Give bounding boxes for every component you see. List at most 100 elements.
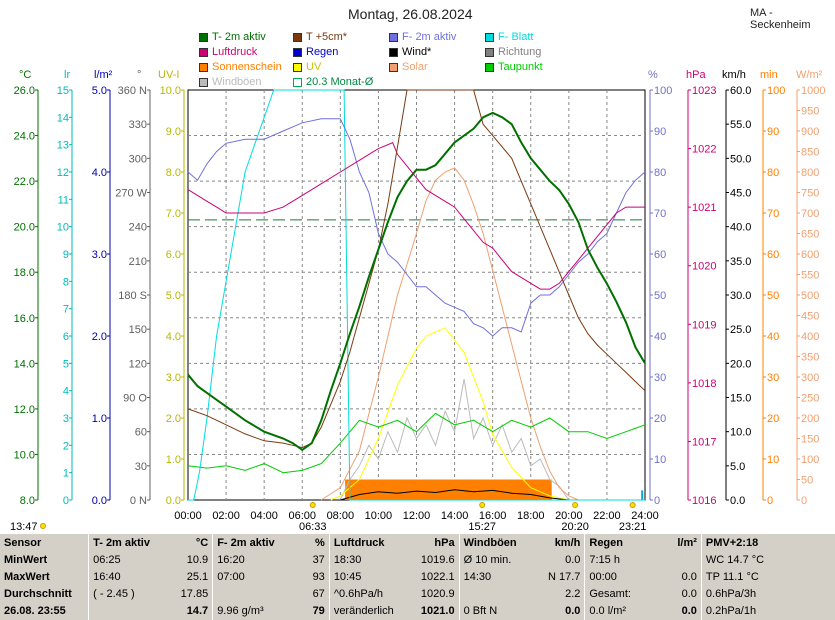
- stats-cell: 67: [312, 588, 325, 601]
- axis-tick-label: 2.0: [92, 331, 107, 343]
- axis-tick-label: 3: [63, 413, 69, 425]
- axis-unit-label: W/m²: [796, 69, 823, 81]
- axis-unit-label: min: [760, 69, 778, 81]
- axis-tick-label: 0.0: [730, 495, 745, 507]
- axis-tick-label: 60: [654, 249, 666, 261]
- legend-label: 20.3 Monat-Ø: [306, 76, 374, 88]
- legend-entry: F- Blatt: [485, 31, 533, 43]
- axis-tick-label: 55.0: [730, 119, 751, 131]
- axis-tick-label: 30: [135, 461, 147, 473]
- axis-tick-label: 13: [57, 140, 69, 152]
- legend-entry: Solar: [389, 61, 428, 73]
- legend-label: F- 2m aktiv: [402, 31, 457, 43]
- axis-tick-label: 20: [654, 413, 666, 425]
- stats-cell: ( - 2.45 ): [88, 585, 167, 603]
- stats-cell: T- 2m aktiv: [88, 534, 167, 552]
- x-tick-label: 20:00: [555, 510, 583, 522]
- stats-cell: 10:45: [328, 568, 409, 586]
- axis-tick-label: 2.0: [166, 413, 181, 425]
- axis-tick-label: 100: [801, 454, 819, 466]
- axis-tick-label: 5.0: [166, 290, 181, 302]
- stats-cell: Luftdruck: [328, 534, 409, 552]
- stats-cell: 0.0: [681, 570, 697, 583]
- axis-tick-label: 6.0: [166, 249, 181, 261]
- page-title: Montag, 26.08.2024: [348, 6, 473, 22]
- axis-tick-label: 1022: [692, 144, 716, 156]
- axis-tick-label: 3.0: [92, 249, 107, 261]
- stats-cell: Gesamt:: [584, 585, 659, 603]
- axis-tick-label: 90: [767, 126, 779, 138]
- axis-tick-label: 2: [63, 440, 69, 452]
- axis-tick-label: 120: [129, 358, 147, 370]
- axis-tick-label: 150: [801, 434, 819, 446]
- stats-cell: [88, 602, 167, 620]
- axis-tick-label: 16.0: [14, 313, 35, 325]
- axis-tick-label: 600: [801, 249, 819, 261]
- axis-tick-label: 50: [801, 475, 813, 487]
- stats-cell: 1021.0: [420, 605, 455, 618]
- legend-label: Luftdruck: [212, 46, 258, 58]
- stats-cell: %: [315, 536, 325, 549]
- axis-tick-label: 0: [654, 495, 660, 507]
- axis-tick-label: 50.0: [730, 153, 751, 165]
- x-tick-label: 14:00: [441, 510, 469, 522]
- axis-tick-label: 1020: [692, 261, 716, 273]
- legend-entry: Windböen: [199, 76, 262, 88]
- legend-label: Richtung: [498, 46, 542, 58]
- axis-tick-label: 30: [767, 372, 779, 384]
- axis-tick-label: 450: [801, 311, 819, 323]
- stats-cell: 0.2hPa/1h: [700, 602, 835, 620]
- series-line: [188, 89, 645, 501]
- axis-tick-label: 15.0: [730, 393, 751, 405]
- axis-tick-label: 330: [129, 119, 147, 131]
- legend-entry: F- 2m aktiv: [389, 31, 456, 43]
- stats-cell: 00:00: [584, 568, 659, 586]
- axis-tick-label: 24.0: [14, 131, 35, 143]
- stats-cell: veränderlich: [328, 602, 409, 620]
- stats-cell: 9.96 g/m³: [212, 602, 292, 620]
- legend-entry: UV: [293, 61, 321, 73]
- legend-entry: Luftdruck: [199, 46, 257, 58]
- legend-label: UV: [306, 61, 322, 73]
- axis-tick-label: 7: [63, 304, 69, 316]
- axis-tick-label: 1000: [801, 85, 825, 97]
- stats-cell: MinWert: [4, 553, 48, 566]
- axis-tick-label: 40: [767, 331, 779, 343]
- series-line: [330, 327, 569, 501]
- axis-tick-label: 50: [767, 290, 779, 302]
- legend-entry: T- 2m aktiv: [199, 31, 266, 43]
- axis-tick-label: 10.0: [14, 449, 35, 461]
- stats-cell: Windböen: [458, 534, 537, 552]
- series-line: [187, 142, 645, 290]
- stats-cell: TP 11.1 °C: [700, 568, 835, 586]
- stats-cell: 14:30: [458, 568, 537, 586]
- stats-cell: 0 Bft N: [458, 602, 537, 620]
- axis-tick-label: 8: [63, 276, 69, 288]
- axis-tick-label: 360 N: [118, 85, 147, 97]
- legend-swatch: [293, 62, 302, 72]
- axis-tick-label: 0: [63, 495, 69, 507]
- axis-unit-label: %: [648, 69, 658, 81]
- legend-label: Taupunkt: [498, 61, 543, 73]
- stats-cell: km/h: [554, 536, 581, 549]
- axis-tick-label: 26.0: [14, 85, 35, 97]
- axis-tick-label: 90: [654, 126, 666, 138]
- axis-tick-label: 240: [129, 222, 147, 234]
- axis-tick-label: 650: [801, 229, 819, 241]
- axis-tick-label: 700: [801, 208, 819, 220]
- legend-label: Regen: [306, 46, 339, 58]
- legend-swatch: [199, 32, 208, 42]
- x-tick-label: 24:00: [631, 510, 659, 522]
- axis-tick-label: 500: [801, 290, 819, 302]
- sunshine-bar: [345, 479, 552, 500]
- axis-tick-label: 5.0: [730, 461, 745, 473]
- axis-tick-label: 4: [63, 386, 69, 398]
- legend-swatch: [199, 62, 208, 72]
- stats-cell: WC 14.7 °C: [700, 551, 835, 569]
- stats-cell: 14.7: [186, 605, 209, 618]
- axis-tick-label: 8.0: [20, 495, 35, 507]
- corner-time-label: 13:47: [10, 521, 38, 533]
- stats-cell: 1020.9: [420, 588, 455, 601]
- rain-bar: [641, 490, 644, 500]
- axis-tick-label: 1018: [692, 378, 716, 390]
